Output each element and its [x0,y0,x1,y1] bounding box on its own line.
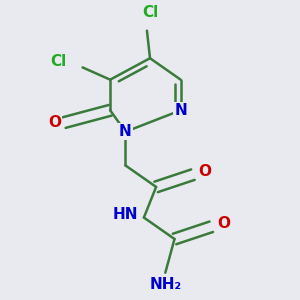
Text: Cl: Cl [142,5,158,20]
Text: HN: HN [113,207,138,222]
Text: O: O [199,164,212,179]
Text: N: N [174,103,187,118]
Text: O: O [217,216,230,231]
Text: O: O [49,115,62,130]
Text: Cl: Cl [50,54,66,69]
Text: NH₂: NH₂ [149,278,182,292]
Text: N: N [119,124,132,139]
